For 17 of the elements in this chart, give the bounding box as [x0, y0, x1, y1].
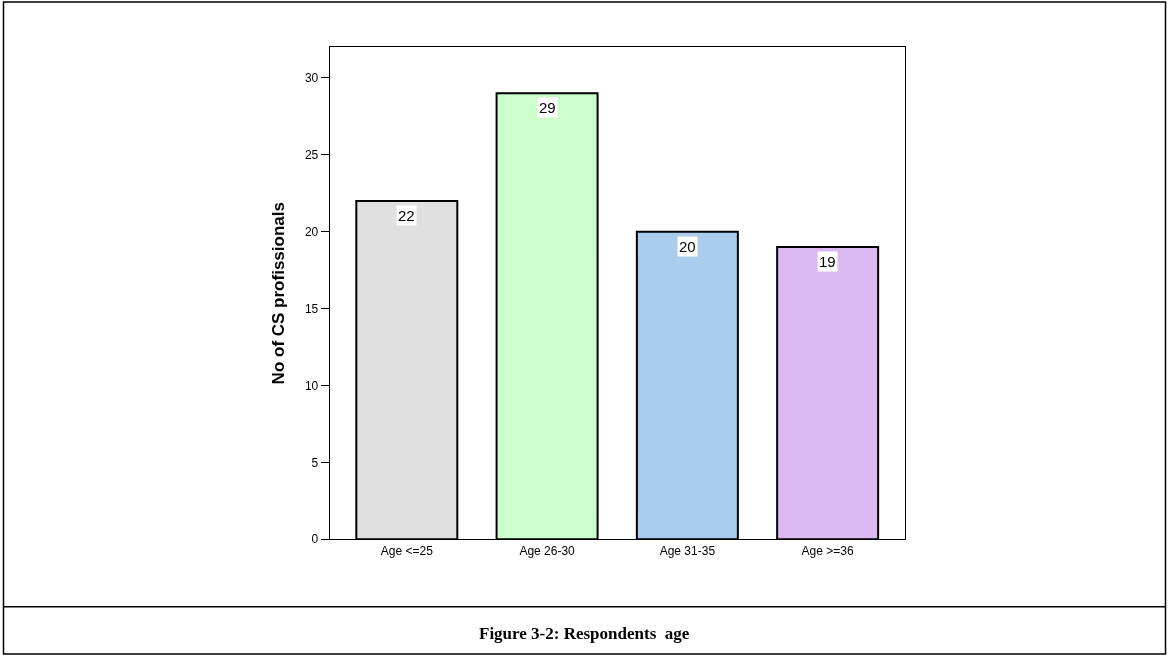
- y-tick-label: 10: [304, 378, 319, 393]
- y-tick-label: 5: [311, 455, 319, 470]
- data-label: 29: [539, 99, 556, 116]
- data-label: 20: [679, 238, 696, 255]
- data-label: 19: [819, 253, 836, 270]
- y-axis-title: No of CS profissionals: [269, 202, 289, 385]
- x-tick-label: Age <=25: [380, 543, 434, 558]
- y-tick-label: 15: [304, 301, 319, 316]
- data-label: 22: [398, 207, 415, 224]
- x-tick-label: Age 31-35: [659, 543, 716, 558]
- y-tick-label: 0: [311, 532, 319, 547]
- x-tick-label: Age 26-30: [519, 543, 576, 558]
- y-tick-label: 25: [304, 148, 319, 163]
- text: Figure 3-2: Respondents age: [479, 624, 690, 643]
- y-tick-label: 20: [304, 224, 319, 239]
- x-tick-label: Age >=36: [801, 543, 854, 558]
- y-tick-label: 30: [304, 71, 319, 86]
